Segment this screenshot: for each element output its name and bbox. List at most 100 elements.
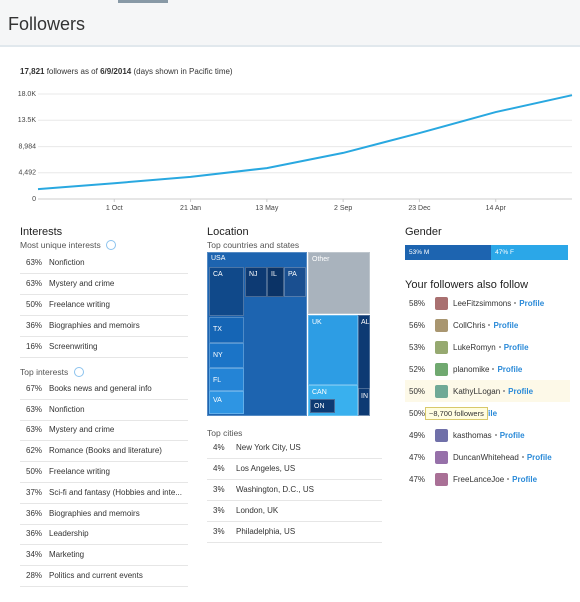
row-label: Screenwriting xyxy=(49,342,98,351)
treemap-label: USA xyxy=(211,255,226,262)
list-row: 36% Biographies and memoirs xyxy=(20,315,188,337)
treemap-label: NY xyxy=(213,352,223,359)
header-bar xyxy=(0,0,580,47)
page-title: Followers xyxy=(8,14,86,34)
follower-count: 17,821 xyxy=(20,67,45,76)
follow-row: 58% LeeFitzsimmons Profile xyxy=(405,292,570,314)
section-subtitle: Top countries and states xyxy=(207,240,300,250)
y-tick-label: 13.5K xyxy=(18,117,37,124)
x-tick-label: 2 Sep xyxy=(334,205,352,212)
row-label: Romance (Books and literature) xyxy=(49,446,162,456)
treemap-label: PA xyxy=(288,271,297,278)
row-label: Washington, D.C., US xyxy=(236,485,314,494)
avatar xyxy=(435,472,448,486)
follow-row: 56% CollChris Profile xyxy=(405,314,570,336)
row-label: London, UK xyxy=(236,506,279,515)
row-label: Freelance writing xyxy=(49,300,110,309)
account-name: LukeRomyn xyxy=(453,342,496,352)
row-label: Nonfiction xyxy=(49,258,85,267)
tooltip: ~8,700 followers xyxy=(425,407,488,420)
y-tick-label: 0 xyxy=(32,196,36,203)
row-label: Biographies and memoirs xyxy=(49,321,140,330)
list-row: 16% Screenwriting xyxy=(20,336,188,358)
profile-link[interactable]: Profile xyxy=(526,452,552,462)
gender-segment: 53% M xyxy=(405,245,492,260)
profile-link[interactable]: Profile xyxy=(519,298,545,308)
profile-link[interactable]: Profile xyxy=(499,430,525,440)
row-percent: 36% xyxy=(26,529,43,539)
account-name: LeeFitzsimmons xyxy=(453,298,512,308)
x-tick-label: 14 Apr xyxy=(486,205,507,212)
list-row: 50% Freelance writing xyxy=(20,294,188,316)
row-percent: 3% xyxy=(213,506,225,515)
account-name: DuncanWhitehead xyxy=(453,452,519,462)
treemap-cell: NY xyxy=(209,343,244,368)
treemap-cell: UK xyxy=(308,315,358,385)
list-row: 50% Freelance writing xyxy=(20,461,188,483)
profile-link[interactable]: Profile xyxy=(512,474,538,484)
y-tick-label: 8,984 xyxy=(18,143,36,150)
follow-row: 47% DuncanWhitehead Profile xyxy=(405,446,570,468)
treemap-cell: IL xyxy=(267,267,284,297)
gender-segment: 47% F xyxy=(491,245,568,260)
list-row: 62% Romance (Books and literature) xyxy=(20,440,188,463)
row-percent: 3% xyxy=(213,527,225,536)
treemap-cell: TX xyxy=(209,317,244,343)
treemap-label: UK xyxy=(312,319,322,326)
row-percent: 50% xyxy=(409,408,426,418)
treemap-cell: NJ xyxy=(245,267,267,297)
follow-row: 52% planomike Profile xyxy=(405,358,570,380)
account-name: CollChris xyxy=(453,320,486,330)
avatar xyxy=(435,428,448,442)
treemap-cell: CA xyxy=(209,267,244,316)
profile-link[interactable]: Profile xyxy=(497,364,523,374)
follower-chart: 0 4,492 8,984 13.5K 18.0K 1 Oct 21 Jan 13 May 2 … xyxy=(18,91,573,212)
y-tick-label: 4,492 xyxy=(18,170,36,177)
x-tick-label: 23 Dec xyxy=(408,205,431,212)
separator-dot xyxy=(503,390,506,392)
account-name: FreeLanceJoe xyxy=(453,474,505,484)
list-row: 3% Washington, D.C., US xyxy=(207,479,382,501)
summary-date: 6/9/2014 xyxy=(100,67,132,76)
profile-link[interactable]: Profile xyxy=(493,320,519,330)
row-label: Los Angeles, US xyxy=(236,464,296,473)
profile-link[interactable]: Profile xyxy=(508,386,534,396)
avatar xyxy=(435,296,448,310)
row-label: Mystery and crime xyxy=(49,279,115,288)
row-label: Sci-fi and fantasy (Hobbies and inte... xyxy=(49,487,182,497)
help-icon xyxy=(74,367,84,377)
follow-row: 49% kasthomas Profile xyxy=(405,424,570,446)
row-percent: 52% xyxy=(409,364,426,374)
treemap-label: TX xyxy=(213,326,222,333)
row-percent: 37% xyxy=(26,487,43,497)
summary: 17,821 followers as of 6/9/2014 (days sh… xyxy=(20,67,233,76)
x-tick-label: 21 Jan xyxy=(180,205,201,212)
account-name: KathyLLogan xyxy=(453,386,501,396)
separator-dot xyxy=(507,478,510,480)
treemap-cell: VA xyxy=(209,391,244,414)
treemap-label: IL xyxy=(271,271,277,278)
follower-line xyxy=(37,94,573,191)
row-label: Politics and current events xyxy=(49,571,143,581)
avatar xyxy=(435,318,448,332)
list-row: 3% Philadelphia, US xyxy=(207,521,382,543)
y-tick-label: 18.0K xyxy=(18,91,37,98)
row-percent: 50% xyxy=(409,386,426,396)
avatar xyxy=(435,362,448,376)
profile-link[interactable]: Profile xyxy=(503,342,529,352)
treemap-label: FL xyxy=(213,377,222,384)
treemap-label: NJ xyxy=(249,271,258,278)
treemap-cell: PA xyxy=(284,267,306,297)
row-percent: 50% xyxy=(26,467,43,477)
row-percent: 53% xyxy=(409,342,426,352)
row-percent: 16% xyxy=(26,342,43,351)
summary-note: (days shown in Pacific time) xyxy=(133,67,233,76)
separator-dot xyxy=(514,302,517,304)
row-percent: 47% xyxy=(409,474,426,484)
treemap-label: AL xyxy=(361,319,370,326)
row-percent: 36% xyxy=(26,321,43,330)
row-percent: 4% xyxy=(213,464,225,473)
row-percent: 58% xyxy=(409,298,426,308)
treemap-label: VA xyxy=(213,397,222,404)
